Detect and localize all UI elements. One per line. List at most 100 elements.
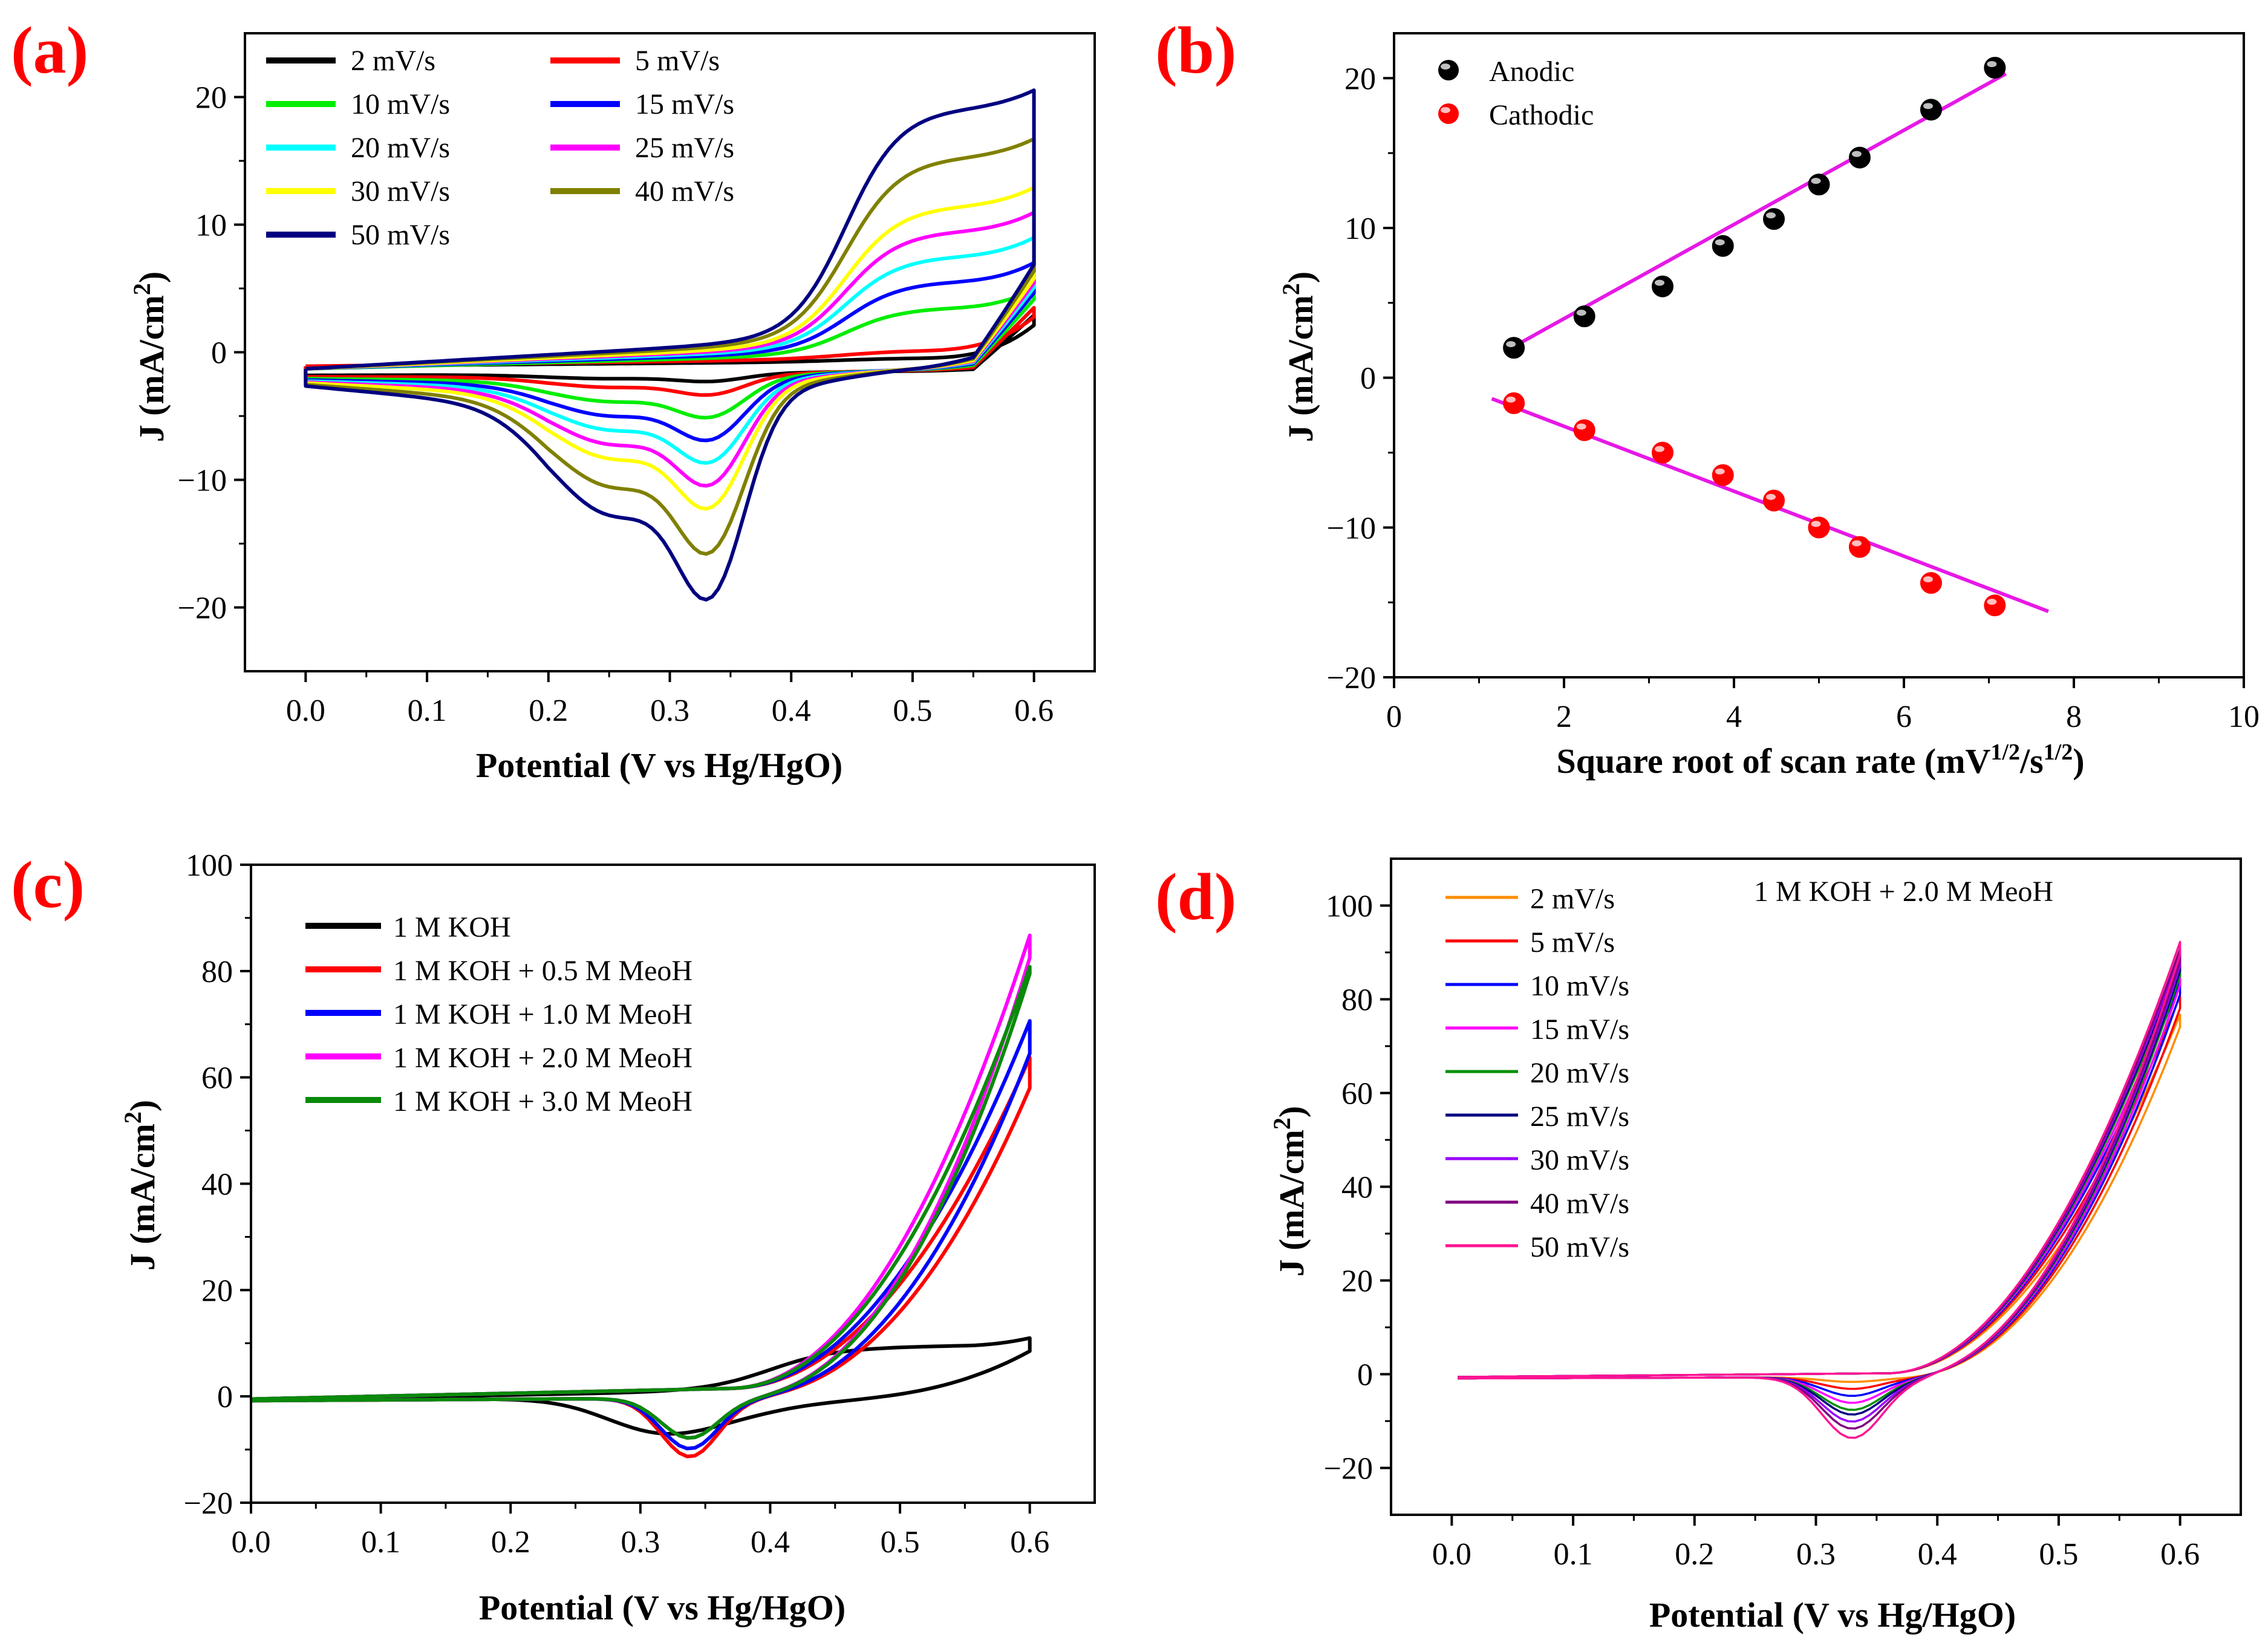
y-tick-label: 0 <box>1357 1358 1373 1393</box>
data-point-cathodic <box>1503 392 1525 414</box>
data-point-anodic <box>1984 56 2006 79</box>
panel-b-axes: 0 2 4 6 8 10 −20 −10 0 10 20 <box>1327 62 2260 734</box>
x-tick-label: 0.6 <box>2160 1537 2200 1572</box>
data-point-anodic <box>1920 99 1942 121</box>
panel-a-ylabel: J (mA/cm2) <box>128 272 171 443</box>
x-tick-label: 0.1 <box>408 694 447 728</box>
y-axis-ticks: −20 0 20 40 60 80 100 <box>184 848 251 1521</box>
legend-label: 50 mV/s <box>351 219 450 251</box>
legend-label: 50 mV/s <box>1530 1231 1629 1263</box>
legend-label: 1 M KOH + 2.0 M MeoH <box>393 1042 692 1074</box>
panel-a-legend: 2 mV/s 5 mV/s 10 mV/s 15 mV/s 20 mV/s 25 mV/s… <box>266 45 734 251</box>
legend-label: 20 mV/s <box>351 132 450 164</box>
panel-a-xlabel: Potential (V vs Hg/HgO) <box>476 746 842 785</box>
data-point-cathodic <box>1763 489 1785 512</box>
legend-label: 25 mV/s <box>1530 1101 1629 1133</box>
panel-d: (d) 0.0 0.1 0.2 0.3 0.4 0.5 0.6 −20 0 20 40 60 80 100… <box>1155 857 2242 1635</box>
x-tick-label: 0.5 <box>881 1525 920 1560</box>
x-tick-label: 0.0 <box>1432 1537 1471 1572</box>
y-tick-label: 10 <box>195 209 227 243</box>
x-tick-label: 0.2 <box>1675 1537 1714 1572</box>
legend-label: 2 mV/s <box>351 45 435 77</box>
y-tick-label: −20 <box>184 1486 233 1521</box>
panel-c-legend: 1 M KOH 1 M KOH + 0.5 M MeoH 1 M KOH + 1.0… <box>305 911 692 1118</box>
x-axis-ticks: 0.0 0.1 0.2 0.3 0.4 0.5 0.6 <box>232 1503 1049 1560</box>
legend-label: 20 mV/s <box>1530 1057 1629 1089</box>
legend-label: 5 mV/s <box>1530 926 1615 958</box>
legend-label: 15 mV/s <box>1530 1013 1629 1046</box>
panel-a-curves <box>304 88 1036 602</box>
x-axis-ticks: 0 2 4 6 8 10 <box>1386 677 2260 734</box>
panel-a-frame <box>244 32 1096 672</box>
panel-label-c: (c) <box>11 848 85 922</box>
legend-label: 2 mV/s <box>1530 883 1615 915</box>
data-point-cathodic <box>1808 516 1830 539</box>
panel-b-legend: Anodic Cathodic <box>1438 56 1594 131</box>
y-tick-label: 60 <box>201 1061 233 1096</box>
data-point-cathodic <box>1712 464 1734 486</box>
panel-c-xlabel: Potential (V vs Hg/HgO) <box>479 1588 846 1627</box>
y-axis-ticks: −20 −10 0 10 20 <box>178 81 245 626</box>
x-axis-ticks: 0.0 0.1 0.2 0.3 0.4 0.5 0.6 <box>286 671 1054 728</box>
legend-label: 10 mV/s <box>1530 970 1629 1002</box>
data-point-cathodic <box>1920 571 1942 594</box>
panel-d-curves <box>1458 940 2182 1439</box>
y-tick-label: 0 <box>217 1380 233 1414</box>
x-tick-label: 0.3 <box>650 694 689 728</box>
y-tick-label: 0 <box>1360 362 1376 396</box>
legend-label: 30 mV/s <box>1530 1144 1629 1176</box>
cv-curve-8 <box>304 88 1036 602</box>
x-tick-label: 2 <box>1556 700 1572 734</box>
legend-label: Anodic <box>1489 56 1574 88</box>
y-tick-label: −10 <box>178 464 227 498</box>
y-tick-label: 0 <box>211 336 227 371</box>
x-axis-ticks: 0.0 0.1 0.2 0.3 0.4 0.5 0.6 <box>1432 1515 2200 1572</box>
x-tick-label: 6 <box>1896 700 1912 734</box>
legend-label: 10 mV/s <box>351 88 450 120</box>
y-tick-label: 60 <box>1341 1077 1373 1111</box>
y-tick-label: 100 <box>186 848 233 883</box>
y-tick-label: 20 <box>201 1274 233 1308</box>
x-tick-label: 0.2 <box>529 694 568 728</box>
y-tick-label: 80 <box>1341 983 1373 1018</box>
data-point-cathodic <box>1573 419 1595 441</box>
panel-d-legend: 2 mV/s 5 mV/s 10 mV/s 15 mV/s 20 mV/s 25 mV/s… <box>1445 883 1629 1263</box>
y-tick-label: 40 <box>1341 1171 1373 1205</box>
legend-label: Cathodic <box>1489 99 1594 131</box>
data-point-cathodic <box>1651 441 1673 464</box>
panel-c-curves <box>250 933 1032 1459</box>
data-point-anodic <box>1763 208 1785 230</box>
x-tick-label: 0.4 <box>1918 1537 1957 1572</box>
y-tick-label: 20 <box>195 81 227 115</box>
data-point-anodic <box>1651 275 1673 298</box>
legend-marker <box>1438 103 1459 124</box>
y-axis-ticks: −20 −10 0 10 20 <box>1327 62 1394 695</box>
y-tick-label: 40 <box>201 1168 233 1202</box>
panel-a: (a) 0.0 0.1 0.2 0.3 0.4 0.5 0.6 −20 −10 0 10 20 Pot… <box>11 13 1096 785</box>
x-tick-label: 8 <box>2066 700 2082 734</box>
x-tick-label: 0.3 <box>621 1525 660 1560</box>
panel-b-frame <box>1393 32 2245 678</box>
data-point-anodic <box>1712 235 1734 257</box>
x-tick-label: 0.0 <box>286 694 325 728</box>
panel-c-axes: 0.0 0.1 0.2 0.3 0.4 0.5 0.6 −20 0 20 40 60 80 100 <box>184 848 1050 1560</box>
fit-line-anodic <box>1508 72 2007 351</box>
legend-label: 1 M KOH + 1.0 M MeoH <box>393 998 692 1030</box>
panel-c: (c) 0.0 0.1 0.2 0.3 0.4 0.5 0.6 −20 0 20 40 60 80 100… <box>11 848 1096 1627</box>
panel-c-ylabel: J (mA/cm2) <box>119 1100 162 1271</box>
x-tick-label: 0.2 <box>491 1525 530 1560</box>
x-tick-label: 0.4 <box>751 1525 790 1560</box>
y-tick-label: 10 <box>1344 212 1376 246</box>
legend-label: 40 mV/s <box>1530 1188 1629 1220</box>
legend-label: 1 M KOH + 3.0 M MeoH <box>393 1085 692 1118</box>
y-tick-label: 80 <box>201 955 233 989</box>
legend-label: 25 mV/s <box>635 132 734 164</box>
panel-b-ylabel: J (mA/cm2) <box>1277 272 1320 443</box>
data-point-anodic <box>1808 174 1830 196</box>
data-point-cathodic <box>1848 536 1871 558</box>
x-tick-label: 0 <box>1386 700 1402 734</box>
cv-curve-4 <box>250 965 1032 1440</box>
x-tick-label: 4 <box>1726 700 1742 734</box>
panel-b: (b) 0 2 4 6 8 10 −20 −10 0 10 20 Square root of sc… <box>1155 13 2260 781</box>
